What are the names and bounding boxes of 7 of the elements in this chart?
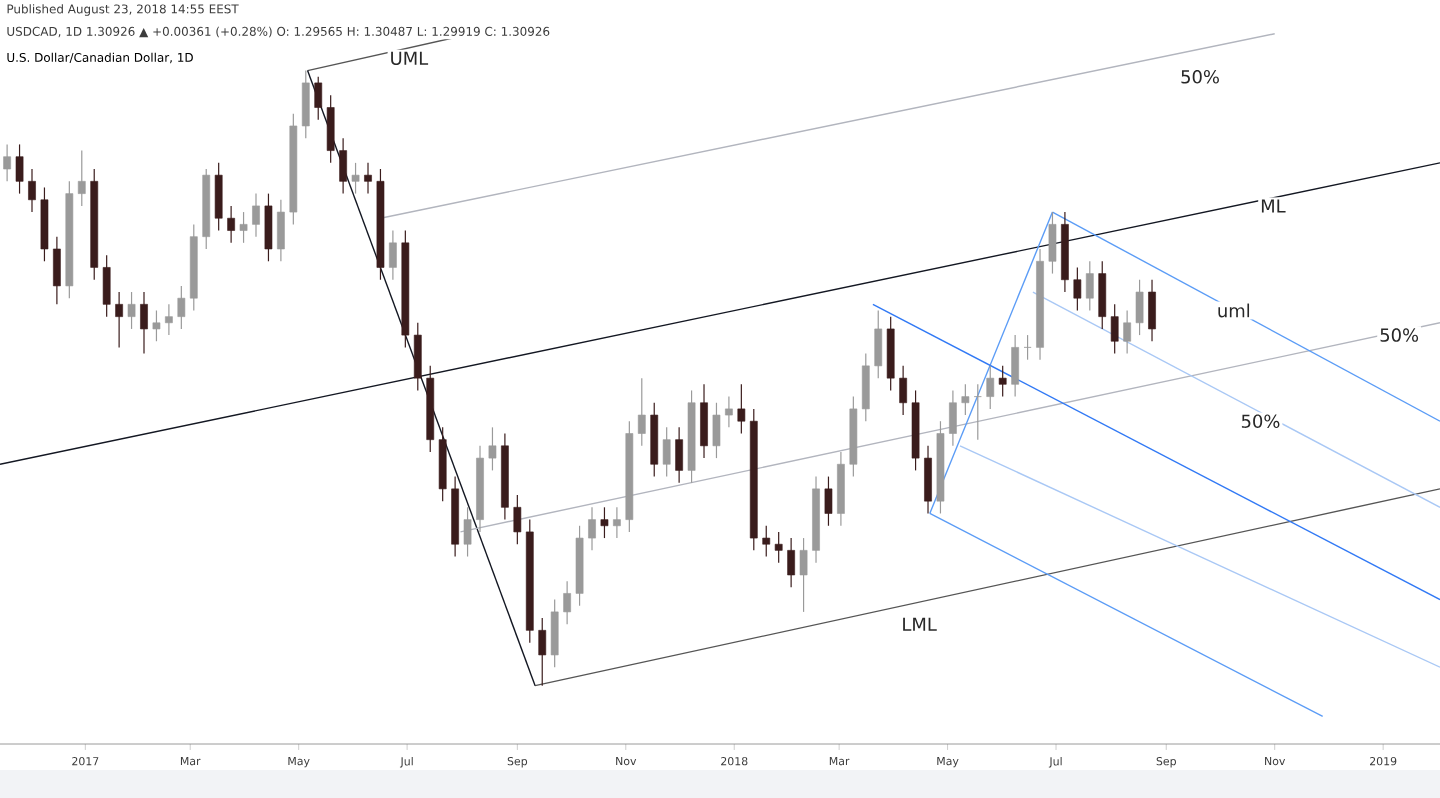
annotation: uml: [1218, 303, 1250, 318]
annotation: ML: [1261, 199, 1286, 213]
annotation: 50%: [1241, 414, 1280, 428]
annotation: 50%: [1181, 69, 1219, 84]
annotation: UML: [391, 51, 429, 65]
annotation: 50%: [1380, 328, 1419, 342]
annotation: LML: [903, 617, 937, 631]
